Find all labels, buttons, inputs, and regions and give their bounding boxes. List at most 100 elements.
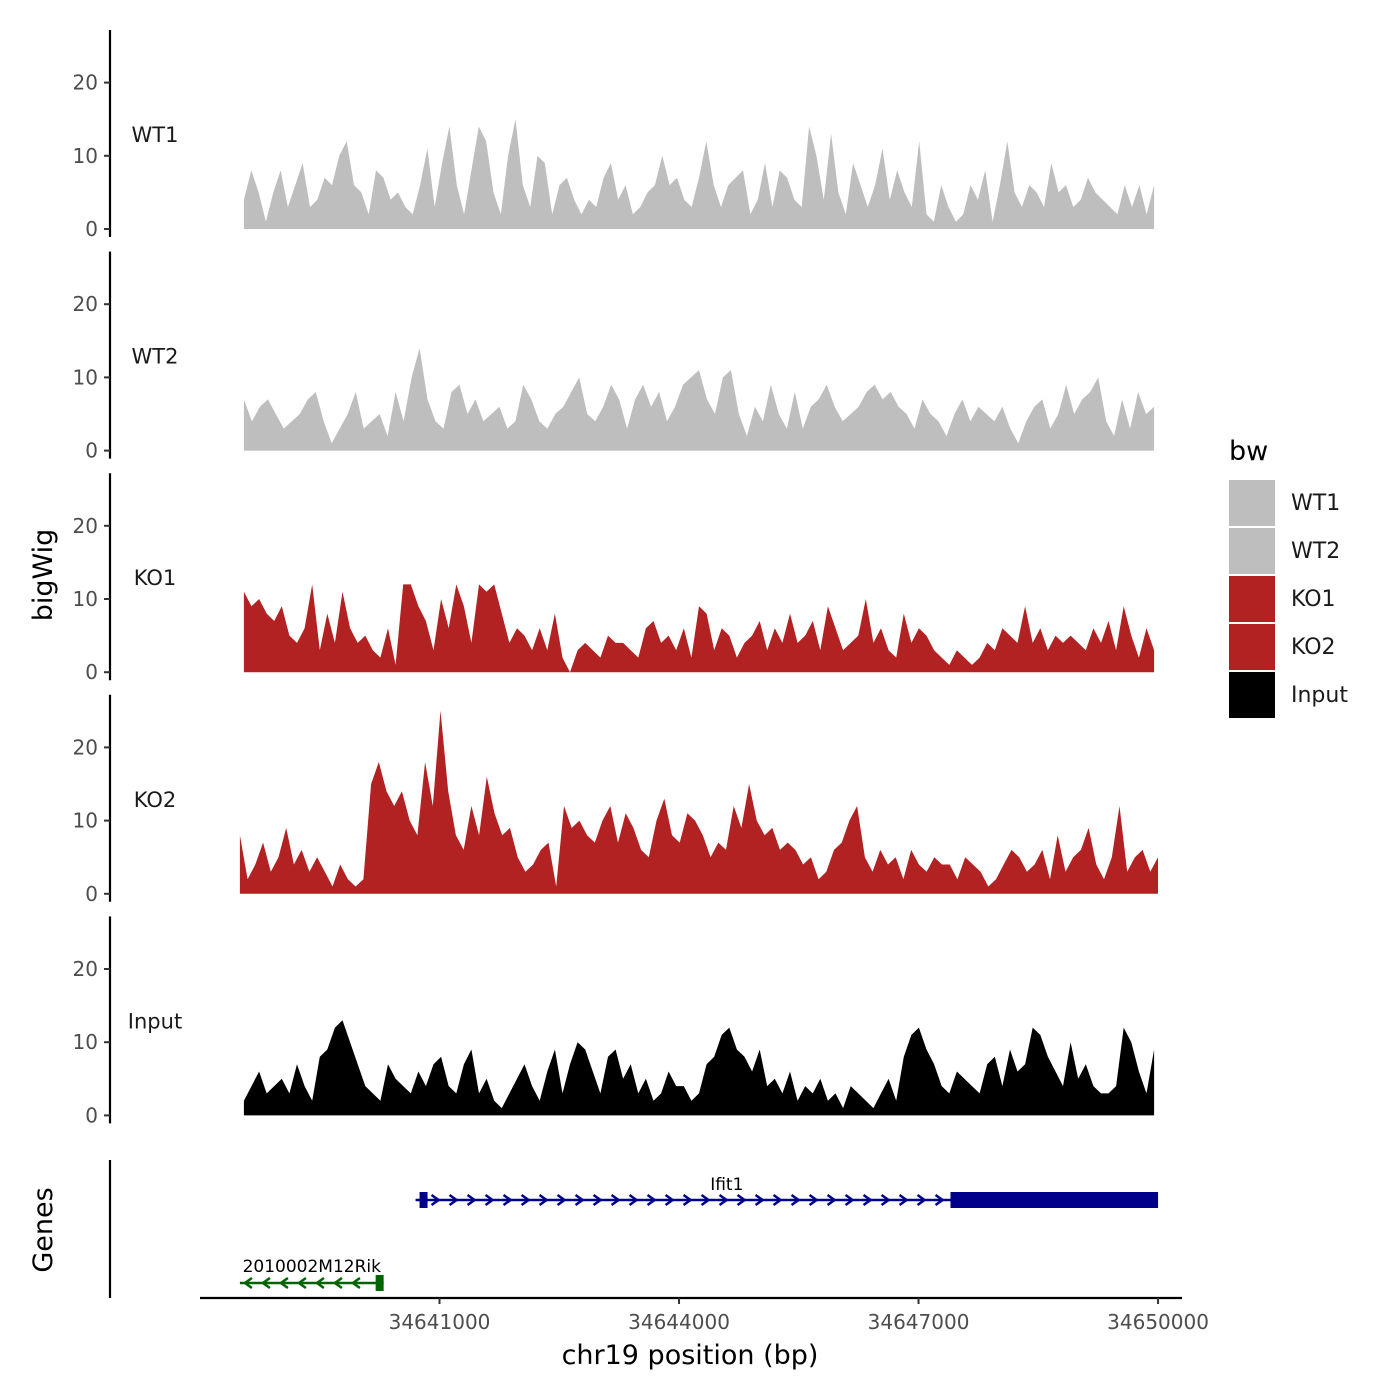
strand-arrow: [718, 1193, 729, 1207]
legend-swatch: [1229, 480, 1275, 526]
strand-arrow: [664, 1193, 675, 1207]
y-tick-label: 10: [73, 365, 98, 389]
y-tick-label: 20: [73, 514, 98, 538]
y-tick-label: 20: [73, 71, 98, 95]
strand-arrow: [934, 1193, 945, 1207]
y-tick-label: 10: [73, 1030, 98, 1054]
legend-swatch: [1229, 672, 1275, 718]
y-tick-label: 0: [85, 1103, 98, 1127]
strand-arrow: [448, 1193, 459, 1207]
y-tick-label: 0: [85, 217, 98, 241]
strand-arrow: [332, 1276, 343, 1290]
y-tick-label: 20: [73, 957, 98, 981]
x-tick-label: 34650000: [1107, 1310, 1209, 1334]
strand-arrow: [880, 1193, 891, 1207]
x-tick-label: 34644000: [628, 1310, 730, 1334]
track-label: KO2: [134, 788, 177, 812]
coverage-area: [243, 584, 1155, 673]
legend-swatch: [1229, 528, 1275, 574]
strand-arrow: [646, 1193, 657, 1207]
strand-arrow: [610, 1193, 621, 1207]
genes-track-title: Genes: [28, 1187, 59, 1272]
strand-arrow: [844, 1193, 855, 1207]
legend-item-ko1: KO1: [1229, 576, 1336, 622]
legend-label: WT1: [1291, 491, 1340, 516]
strand-arrow: [790, 1193, 801, 1207]
track-label: WT1: [132, 123, 179, 147]
strand-arrow: [682, 1193, 693, 1207]
x-axis-title: chr19 position (bp): [562, 1340, 819, 1371]
coverage-area: [243, 1020, 1155, 1116]
strand-arrow: [628, 1193, 639, 1207]
strand-arrow: [278, 1276, 289, 1290]
track-label: KO1: [134, 566, 177, 590]
strand-arrow: [754, 1193, 765, 1207]
x-tick-label: 34647000: [868, 1310, 970, 1334]
coverage-area: [243, 348, 1155, 451]
gene-ifit1: Ifit1: [415, 1175, 1159, 1208]
strand-arrow: [502, 1193, 513, 1207]
genes-track: Ifit1 2010002M12Rik: [108, 1160, 1159, 1298]
legend-label: KO2: [1291, 635, 1336, 660]
y-tick-label: 20: [73, 735, 98, 759]
y-tick-label: 10: [73, 809, 98, 833]
strand-arrow: [484, 1193, 495, 1207]
strand-arrow: [916, 1193, 927, 1207]
strand-arrow: [466, 1193, 477, 1207]
legend-label: KO1: [1291, 587, 1336, 612]
strand-arrow: [430, 1193, 441, 1207]
legend-swatch: [1229, 576, 1275, 622]
strand-arrow: [592, 1193, 603, 1207]
legend-item-input: Input: [1229, 672, 1348, 718]
gene-exon: [419, 1192, 428, 1208]
track-label: WT2: [132, 345, 179, 369]
strand-arrow: [556, 1193, 567, 1207]
gene-label: Ifit1: [710, 1175, 743, 1195]
y-tick-label: 10: [73, 144, 98, 168]
y-tick-label: 0: [85, 439, 98, 463]
track-wt1: 0 10 20 WT1: [73, 30, 1155, 241]
y-axis-title: bigWig: [28, 529, 59, 622]
legend: bw WT1 WT2 KO1 KO2 Input: [1229, 436, 1348, 718]
legend-title: bw: [1229, 436, 1268, 467]
track-input: 0 10 20 Input: [73, 916, 1155, 1127]
strand-arrow: [736, 1193, 747, 1207]
strand-arrow: [700, 1193, 711, 1207]
gene-exon: [375, 1275, 384, 1291]
track-ko1: 0 10 20 KO1: [73, 473, 1155, 684]
strand-arrow: [808, 1193, 819, 1207]
legend-label: WT2: [1291, 539, 1340, 564]
coverage-area: [239, 710, 1158, 894]
x-axis: 34641000 34644000 34647000 34650000: [200, 1296, 1209, 1334]
strand-arrow: [260, 1276, 271, 1290]
legend-label: Input: [1291, 683, 1348, 708]
track-ko2: 0 10 20 KO2: [73, 694, 1158, 906]
legend-item-wt2: WT2: [1229, 528, 1340, 574]
strand-arrow: [574, 1193, 585, 1207]
gene-2010002m12rik: 2010002M12Rik: [239, 1257, 384, 1291]
strand-arrow: [242, 1276, 253, 1290]
coverage-tracks: 0 10 20 WT1 0 10 20 WT2 0 10 20 KO1 0 10 20 KO2 0 10 20 Inp…: [73, 30, 1158, 1127]
legend-swatch: [1229, 624, 1275, 670]
gene-exon: [950, 1192, 1159, 1208]
strand-arrow: [538, 1193, 549, 1207]
strand-arrow: [350, 1276, 361, 1290]
strand-arrow: [296, 1276, 307, 1290]
strand-arrow: [314, 1276, 325, 1290]
y-tick-label: 0: [85, 660, 98, 684]
track-wt2: 0 10 20 WT2: [73, 251, 1155, 463]
y-tick-label: 10: [73, 587, 98, 611]
strand-arrow: [772, 1193, 783, 1207]
strand-arrow: [520, 1193, 531, 1207]
track-label: Input: [128, 1009, 182, 1033]
y-tick-label: 0: [85, 882, 98, 906]
legend-item-ko2: KO2: [1229, 624, 1336, 670]
strand-arrow: [826, 1193, 837, 1207]
x-tick-label: 34641000: [389, 1310, 491, 1334]
gene-label: 2010002M12Rik: [243, 1257, 382, 1277]
coverage-area: [243, 119, 1155, 229]
strand-arrow: [898, 1193, 909, 1207]
y-tick-label: 20: [73, 292, 98, 316]
legend-item-wt1: WT1: [1229, 480, 1340, 526]
